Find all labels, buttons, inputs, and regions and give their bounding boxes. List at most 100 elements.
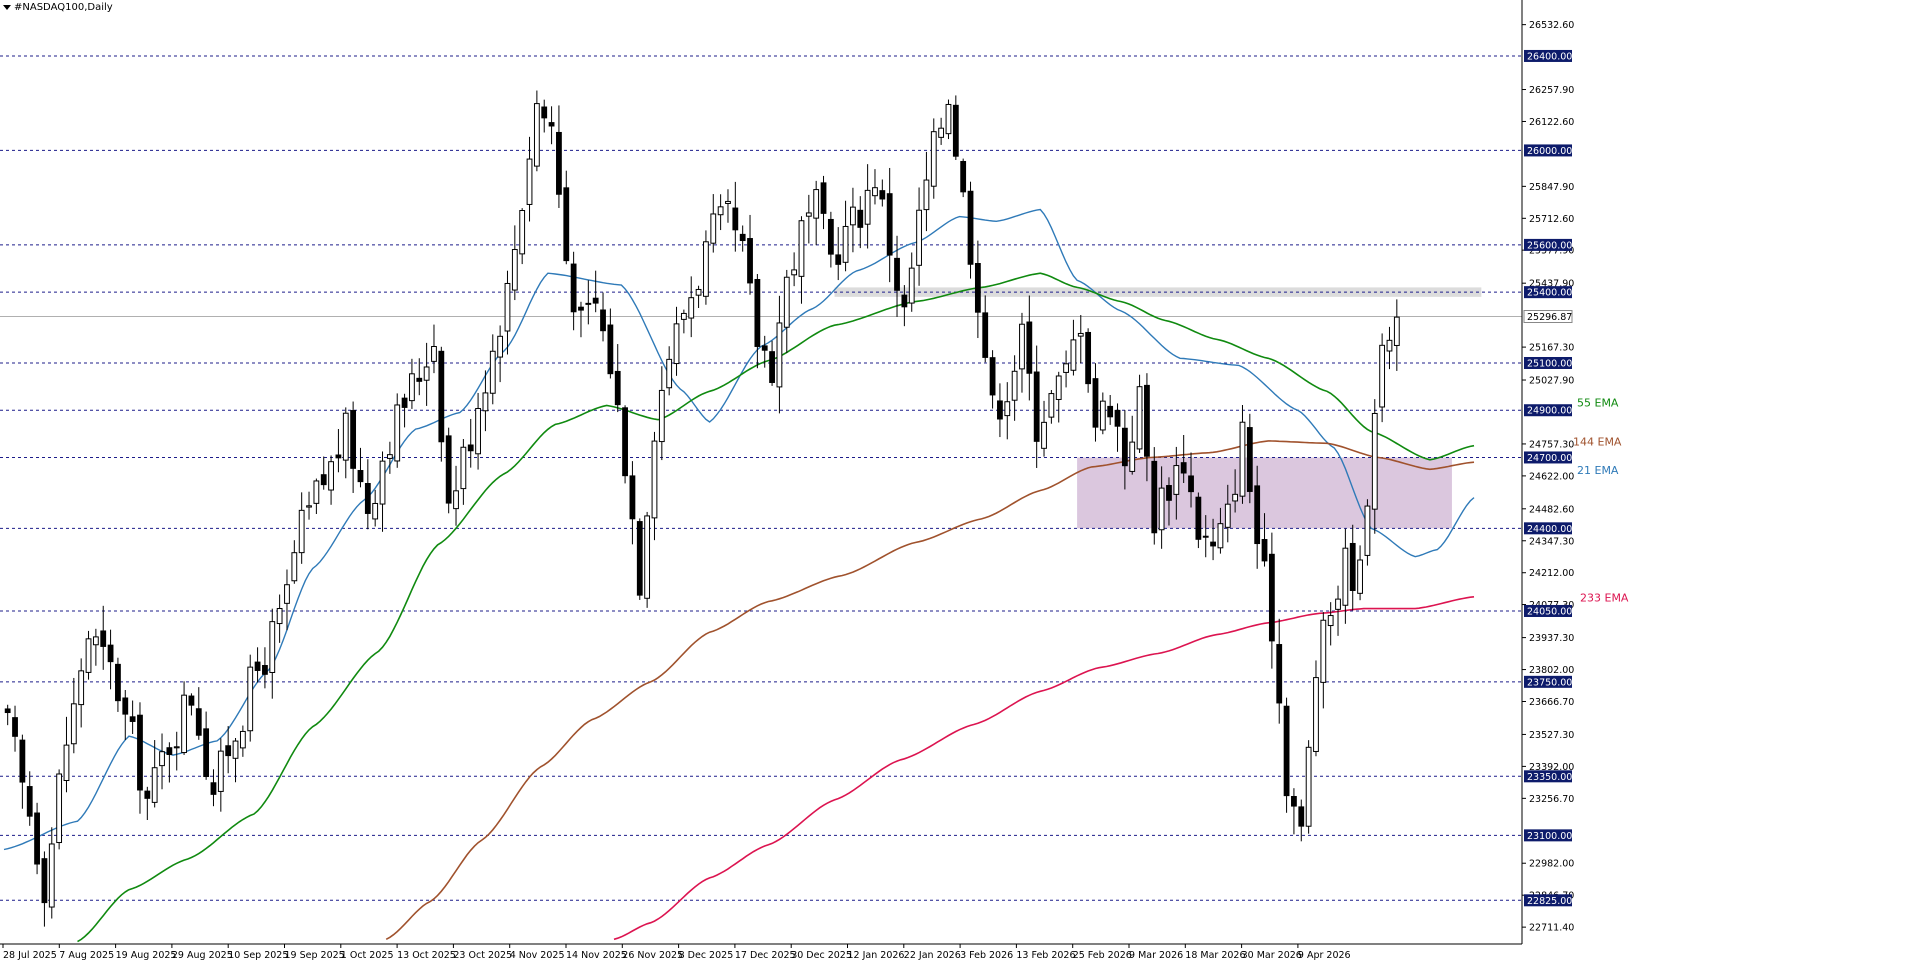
candle[interactable] — [511, 225, 518, 301]
candle[interactable] — [144, 786, 151, 821]
candle[interactable] — [1070, 319, 1077, 376]
candle[interactable] — [960, 158, 967, 198]
candle[interactable] — [717, 194, 724, 231]
candle[interactable] — [842, 200, 849, 272]
candle[interactable] — [651, 431, 658, 541]
chart-menu-triangle-icon[interactable] — [3, 5, 11, 10]
candle[interactable] — [1063, 350, 1069, 388]
candle[interactable] — [703, 230, 709, 305]
candle[interactable] — [967, 181, 974, 279]
chart-title-bar[interactable]: #NASDAQ100,Daily — [3, 2, 113, 13]
candle[interactable] — [600, 292, 606, 342]
candle[interactable] — [1033, 345, 1040, 468]
candle[interactable] — [813, 180, 820, 246]
candle[interactable] — [137, 702, 143, 814]
candle[interactable] — [438, 346, 445, 462]
candle[interactable] — [431, 324, 437, 374]
candle[interactable] — [680, 309, 687, 334]
candle[interactable] — [798, 216, 805, 304]
candle[interactable] — [1291, 788, 1297, 835]
candle[interactable] — [585, 280, 592, 325]
candle[interactable] — [342, 407, 349, 479]
candle[interactable] — [629, 461, 636, 545]
candle[interactable] — [489, 334, 496, 405]
candle[interactable] — [247, 654, 254, 742]
candle[interactable] — [48, 827, 55, 919]
candle[interactable] — [879, 179, 886, 207]
candle[interactable] — [974, 240, 981, 339]
candle[interactable] — [63, 716, 70, 793]
candle[interactable] — [1268, 532, 1275, 669]
candle[interactable] — [320, 456, 327, 490]
candle[interactable] — [1202, 515, 1209, 558]
candle[interactable] — [1232, 469, 1239, 513]
candle[interactable] — [217, 738, 224, 812]
gray-zone[interactable] — [834, 287, 1482, 297]
candle[interactable] — [526, 136, 533, 222]
candle[interactable] — [1026, 295, 1033, 401]
candle[interactable] — [923, 151, 930, 232]
candle[interactable] — [1180, 434, 1187, 484]
candle[interactable] — [1004, 382, 1011, 440]
candle[interactable] — [1298, 799, 1305, 842]
candle[interactable] — [497, 325, 504, 383]
candle[interactable] — [850, 187, 856, 253]
candle[interactable] — [614, 344, 621, 413]
candle[interactable] — [805, 194, 812, 244]
ema144-line[interactable] — [385, 440, 1475, 941]
candle[interactable] — [916, 187, 922, 286]
candle[interactable] — [548, 106, 555, 145]
candle[interactable] — [1364, 499, 1371, 566]
candle[interactable] — [1217, 507, 1224, 554]
candle[interactable] — [467, 418, 474, 468]
candle[interactable] — [1313, 660, 1319, 757]
candle[interactable] — [335, 429, 342, 473]
candle[interactable] — [100, 605, 107, 670]
candle[interactable] — [181, 681, 187, 755]
candle[interactable] — [1239, 404, 1246, 504]
candle[interactable] — [1041, 400, 1047, 457]
candle[interactable] — [658, 366, 665, 461]
candle[interactable] — [453, 465, 459, 526]
candle[interactable] — [725, 189, 731, 223]
candle[interactable] — [19, 734, 26, 809]
candle[interactable] — [835, 227, 842, 281]
candle[interactable] — [673, 306, 680, 376]
candle[interactable] — [783, 269, 790, 353]
candle[interactable] — [1335, 585, 1341, 636]
candle[interactable] — [239, 725, 246, 757]
candle[interactable] — [1099, 392, 1106, 435]
candle[interactable] — [350, 401, 357, 493]
candle[interactable] — [894, 235, 900, 317]
candle[interactable] — [541, 99, 548, 133]
candle[interactable] — [482, 370, 489, 432]
candle[interactable] — [475, 392, 481, 470]
candle[interactable] — [622, 405, 628, 484]
candle[interactable] — [70, 677, 77, 754]
candle[interactable] — [1342, 528, 1349, 624]
candle[interactable] — [4, 704, 11, 726]
candle[interactable] — [754, 274, 761, 369]
candle[interactable] — [306, 491, 312, 520]
candle[interactable] — [78, 658, 85, 728]
candle[interactable] — [1085, 328, 1092, 393]
candle[interactable] — [886, 167, 893, 283]
candle[interactable] — [710, 194, 717, 253]
candle[interactable] — [1210, 518, 1216, 561]
candle[interactable] — [938, 117, 945, 145]
candle[interactable] — [901, 285, 908, 327]
candle[interactable] — [930, 118, 937, 199]
candle[interactable] — [401, 393, 408, 428]
candle[interactable] — [504, 270, 511, 355]
candle[interactable] — [166, 742, 173, 783]
candle[interactable] — [85, 630, 92, 680]
candle[interactable] — [827, 211, 834, 268]
candle[interactable] — [56, 769, 63, 850]
candle[interactable] — [107, 629, 114, 690]
candle[interactable] — [791, 252, 798, 287]
candle[interactable] — [409, 358, 415, 409]
candle[interactable] — [225, 726, 232, 774]
candle[interactable] — [1188, 452, 1194, 508]
candle[interactable] — [1254, 465, 1261, 569]
